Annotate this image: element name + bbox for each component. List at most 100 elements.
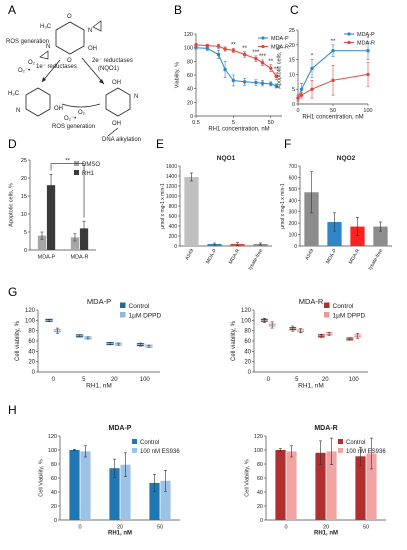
panel-h1-y-tick-label: 60 — [51, 476, 57, 482]
panel-c-data-point — [331, 49, 335, 53]
panel-g2-legend-label: Control — [333, 303, 355, 310]
panel-g1-legend-label: 1µM DPPD — [129, 313, 162, 320]
panel-c-x-tick-label: 100 — [363, 108, 372, 114]
panel-b-series-line — [195, 47, 277, 87]
panel-f-title: NQO2 — [337, 155, 356, 162]
panel-b-legend-marker — [261, 36, 265, 40]
panel-g2-y-tick-label: 120 — [241, 308, 252, 314]
panel-label-c: C — [290, 3, 299, 17]
panel-b-legend-label: MDA-R — [271, 45, 289, 51]
panel-e-bar — [184, 177, 199, 246]
semiquinone-oh: OH — [54, 106, 63, 112]
panel-b-significance: ** — [231, 42, 236, 48]
panel-f-bar — [304, 192, 319, 246]
panel-c-data-point — [366, 49, 370, 53]
o2-top: O₂ — [28, 60, 36, 66]
panel-c-legend-label: MDA-R — [357, 41, 375, 47]
panel-d-y-tick-label: 10 — [21, 212, 27, 218]
panel-e-y-axis-title: µmol x mg-1 x min-1 — [160, 183, 166, 229]
panel-g1-y-tick-label: 100 — [25, 318, 36, 324]
panel-g2-y-tick-label: 20 — [244, 360, 251, 366]
panel-f-y-tick-label: 700 — [289, 164, 298, 170]
panel-d-y-axis-title: Apoptotic cells, % — [8, 183, 14, 227]
panel-b-y-tick-label: 120 — [184, 32, 193, 38]
panel-c-y-tick-label: 25 — [289, 28, 295, 34]
panel-d-category-label: MDA-R — [70, 255, 88, 261]
quinone-oh: OH — [88, 46, 97, 52]
panel-d-legend-label: DMSO — [82, 162, 100, 168]
panel-d-bar — [37, 235, 47, 250]
panel-g2-y-axis-title: Cell viability, % — [231, 320, 237, 361]
panel-b-x-tick-label: 0.5 — [192, 120, 200, 126]
two-e-reductases: 2e⁻ reductases — [92, 58, 133, 64]
panel-e-y-tick-label: 200 — [169, 234, 178, 240]
panel-g1-legend-label: Control — [129, 303, 151, 310]
panel-g2-y-tick-label: 60 — [244, 339, 251, 345]
panel-b-data-point — [216, 52, 221, 57]
panel-g2-y-tick-label: 100 — [241, 318, 252, 324]
arrow-redox-cycle — [61, 103, 101, 108]
panel-c-legend-marker — [347, 40, 351, 45]
panel-h2-y-tick-label: 100 — [254, 448, 263, 454]
panel-e-category-label: A549 — [184, 248, 195, 261]
panel-b-x-axis-title: RH1 concentration, nM — [208, 126, 269, 132]
panel-label-h: H — [8, 403, 17, 417]
panel-g1-category-label: 100 — [140, 377, 151, 383]
panel-h1-bar — [80, 451, 91, 520]
panel-b-data-point — [231, 78, 236, 83]
panel-g1-y-tick-label: 80 — [28, 329, 35, 335]
panel-b-y-tick-label: 20 — [187, 100, 193, 106]
panel-d-y-tick-label: 0 — [24, 248, 27, 254]
panel-g2-category-label: 20 — [322, 377, 329, 383]
reaction-scheme: O O H₃C N N OH ROS generation O₂ O₂⁻• 1e… — [6, 14, 141, 143]
panel-d-legend-swatch — [74, 170, 79, 175]
hydroquinone-oh-bottom: OH — [112, 121, 121, 127]
ros-generation-left: ROS generation — [6, 39, 49, 45]
panel-c-data-point — [310, 87, 314, 91]
panel-label-b: B — [174, 3, 182, 17]
panel-b-data-point — [205, 46, 209, 51]
panel-h2-bar — [286, 451, 297, 520]
panel-h1-y-tick-label: 100 — [48, 448, 57, 454]
panel-f-category-label: MDA-P — [325, 247, 339, 265]
quinone-methyl: H₃C — [40, 24, 52, 30]
panel-h1-bar — [149, 482, 160, 520]
aziridine-left-ring — [39, 50, 49, 60]
panel-g1-legend-swatch — [120, 312, 126, 318]
panel-h2-bar — [275, 450, 286, 520]
panel-e-y-tick-label: 800 — [169, 204, 178, 210]
panel-b-y-axis-title: Viability, % — [174, 62, 180, 89]
quinone-n-right: N — [88, 28, 92, 34]
panel-d-bar — [46, 185, 56, 250]
semiquinone-methyl: H₃C — [8, 91, 20, 97]
panel-b-significance: ** — [268, 59, 273, 65]
panel-e-category-label: MDA-P — [205, 247, 219, 265]
panel-g2-legend-swatch — [324, 312, 330, 318]
panel-b-x-tick-label: 5 — [232, 120, 235, 126]
panel-h2-y-axis-title: Cell Viability, % — [244, 459, 250, 497]
panel-b-legend-marker — [261, 44, 265, 49]
panel-h2-bar — [366, 453, 377, 520]
panel-h2-x-axis-title: RH1, nM — [314, 530, 338, 536]
quinone-oxygen-top: O — [67, 14, 72, 20]
panel-d-y-tick-label: 25 — [21, 158, 27, 164]
o2-minus-top: O₂⁻• — [18, 68, 30, 74]
panel-b-data-point — [205, 43, 209, 48]
panel-d-significance-bracket — [50, 163, 85, 218]
panel-g1-category-label: 0 — [52, 377, 56, 383]
panel-e-category-label: MDA-R — [228, 248, 242, 266]
panel-c-significance: * — [367, 36, 370, 42]
panel-b-y-tick-label: 60 — [187, 73, 193, 79]
panel-g1-x-axis-title: RH1, nM — [86, 383, 112, 390]
panel-c-legend-marker — [347, 32, 351, 36]
panel-e-y-tick-label: 1400 — [166, 174, 177, 180]
panel-b-x-tick-label: 50 — [268, 120, 274, 126]
panel-h1-bar — [160, 480, 171, 520]
panel-h2-bar — [326, 451, 337, 520]
panel-b-significance: *** — [252, 50, 260, 56]
panel-f-y-tick-label: 100 — [289, 233, 298, 239]
panel-g1-category-label: 5 — [82, 377, 86, 383]
panel-label-d: D — [8, 137, 17, 151]
panel-g2-category-label: 0 — [267, 377, 271, 383]
